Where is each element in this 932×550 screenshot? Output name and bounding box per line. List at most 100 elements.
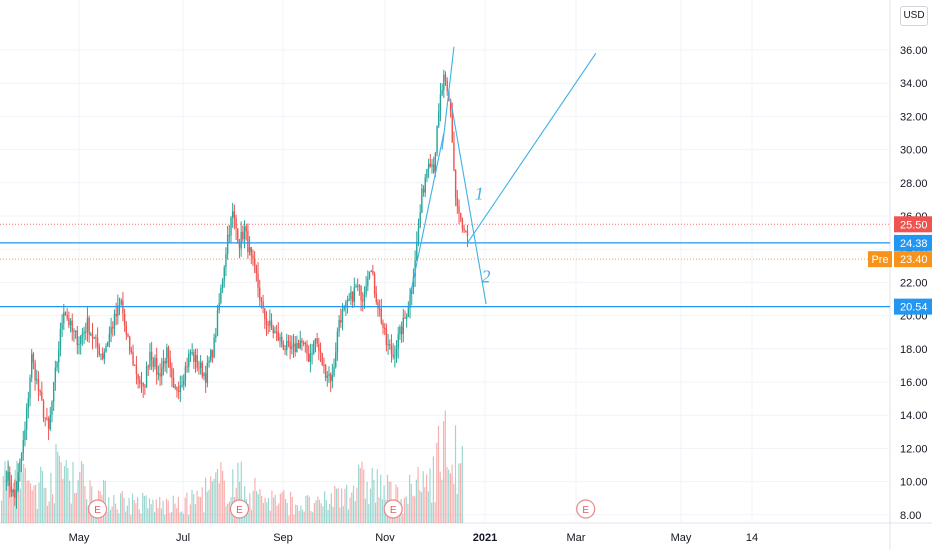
candle-body — [166, 347, 168, 364]
volume-bar — [368, 503, 370, 523]
candle-body — [259, 287, 261, 300]
volume-bar — [366, 481, 368, 523]
candle-body — [348, 299, 350, 301]
volume-bar — [325, 499, 327, 523]
volume-bar — [116, 509, 118, 523]
candle-body — [270, 320, 273, 328]
candle-body — [115, 313, 117, 317]
candle-body — [10, 486, 13, 493]
candle-body — [73, 330, 75, 332]
candle-body — [194, 355, 197, 362]
candle-body — [242, 231, 244, 240]
volume-bar — [114, 503, 117, 523]
volume-bar — [279, 493, 281, 523]
volume-bar — [310, 511, 312, 523]
volume-bar — [177, 496, 179, 523]
volume-bar — [9, 482, 11, 523]
candle-body — [436, 125, 438, 154]
candle-body — [253, 258, 256, 266]
candle-body — [287, 341, 290, 343]
time-axis[interactable]: May Jul Sep Nov 2021 Mar May 14 — [69, 532, 759, 544]
volume-bar — [211, 481, 213, 523]
candle-body — [58, 349, 60, 363]
candle-body — [368, 271, 371, 279]
candle-body — [343, 306, 345, 310]
candle-body — [68, 318, 70, 326]
volume-bar — [174, 503, 176, 523]
candle-body — [54, 367, 57, 383]
candle-body — [59, 328, 62, 350]
candle-body — [378, 308, 381, 310]
volume-bar — [104, 480, 106, 523]
candle-body — [429, 163, 432, 167]
volume-bar — [313, 503, 315, 523]
volume-bar — [284, 499, 287, 523]
x-tick-label: Sep — [273, 532, 293, 544]
volume-bar — [206, 491, 208, 523]
candle-body — [395, 348, 398, 357]
candle-body — [164, 361, 166, 364]
candle-body — [362, 300, 364, 302]
candle-body — [387, 344, 389, 346]
volume-bar — [269, 510, 271, 523]
volume-bar — [264, 497, 266, 523]
volume-bar — [50, 472, 52, 523]
volume-bar — [135, 503, 137, 523]
volume-bar — [55, 444, 57, 523]
candle-body — [216, 310, 219, 336]
candle-body — [5, 480, 8, 482]
candle-body — [52, 382, 55, 402]
volume-bar — [436, 442, 438, 523]
candle-body — [456, 197, 459, 207]
candle-body — [193, 352, 195, 362]
volume-bar — [288, 515, 290, 523]
candle-body — [228, 234, 231, 236]
candle-body — [20, 453, 23, 462]
candle-body — [206, 362, 209, 383]
volume-bar — [461, 445, 463, 523]
volume-bar — [2, 476, 4, 523]
candle-body — [120, 300, 122, 305]
earnings-marker-label: E — [390, 505, 397, 516]
volume-bar — [222, 470, 224, 523]
candle-body — [233, 211, 236, 219]
candle-body — [402, 317, 404, 335]
candle-body — [208, 360, 210, 363]
volume-bar — [332, 506, 334, 523]
price-badge — [894, 216, 932, 233]
candle-body — [280, 336, 283, 344]
volume-bar — [194, 504, 196, 523]
volume-bar — [191, 489, 193, 523]
candle-body — [460, 213, 462, 220]
candle-body — [438, 111, 440, 126]
volume-bar — [341, 488, 343, 523]
price-axis[interactable]: 36.0034.0032.0030.0028.0026.0024.0022.00… — [900, 45, 928, 522]
candle-body — [297, 342, 300, 349]
candle-body — [42, 400, 45, 418]
volume-bar — [46, 505, 49, 523]
candle-body — [210, 350, 212, 361]
candle-body — [22, 440, 24, 454]
trendline-drawings[interactable]: 12 — [409, 46, 597, 305]
x-tick-label: 14 — [746, 532, 758, 544]
candle-body — [15, 489, 18, 498]
candle-body — [338, 319, 340, 332]
volume-bar — [6, 471, 8, 523]
volume-bar — [329, 503, 331, 523]
earnings-marker-label: E — [94, 505, 101, 516]
candle-body — [384, 327, 386, 329]
volume-bar — [57, 451, 59, 523]
candle-body — [311, 352, 313, 354]
candle-body — [211, 350, 214, 358]
volume-bar — [228, 501, 230, 523]
x-tick-label: Mar — [567, 532, 586, 544]
currency-button[interactable]: USD — [900, 6, 928, 26]
volume-bar — [342, 506, 344, 523]
volume-bar — [160, 508, 162, 523]
candle-body — [113, 313, 116, 329]
y-tick-label: 30.00 — [900, 145, 928, 157]
candle-body — [316, 338, 318, 344]
candle-body — [360, 285, 362, 301]
